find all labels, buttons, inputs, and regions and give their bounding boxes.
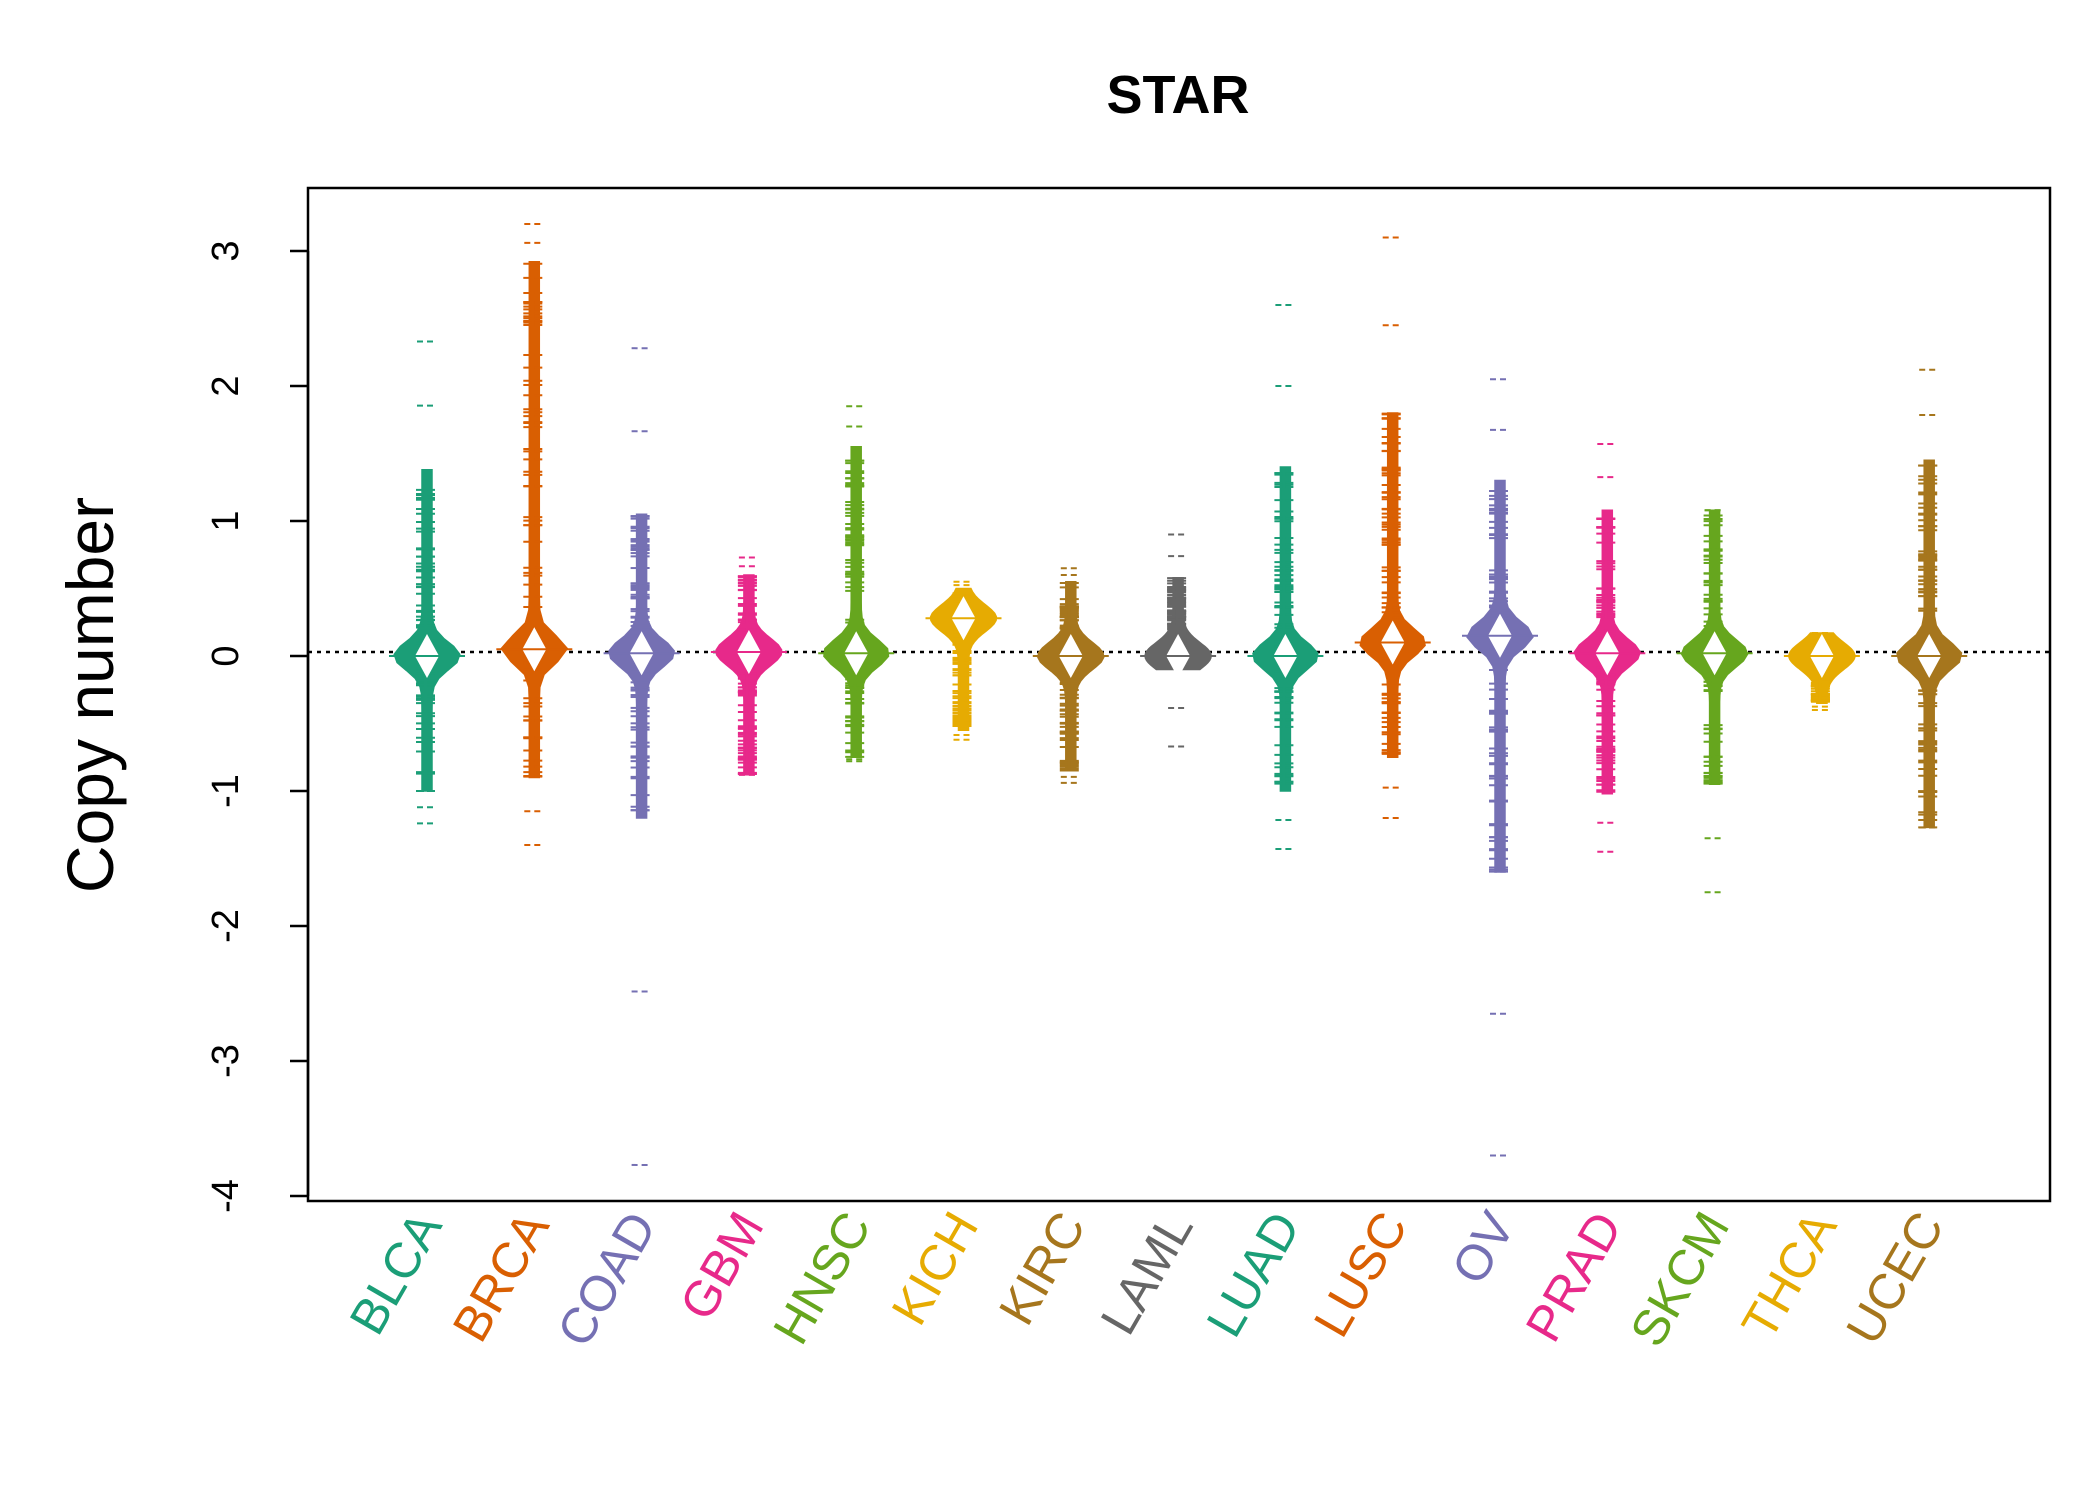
x-tick-label: THCA [1731,1202,1848,1348]
x-tick-label: PRAD [1515,1203,1633,1351]
x-tick-label: OV [1441,1202,1526,1293]
bean-density-ov [1466,479,1534,873]
bean-density-luad [1252,466,1319,792]
x-tick-label: BLCA [339,1202,453,1344]
x-tick-label: SKCM [1619,1203,1740,1356]
bean-kich [925,580,1002,741]
chart-title: STAR [1107,65,1250,125]
bean-lusc [1354,236,1431,819]
bean-ov [1462,378,1538,1157]
y-tick-label: -3 [205,1044,247,1078]
bean-gbm [710,556,787,776]
y-axis: -4 -3 -2 -1 0 1 2 3 [205,240,310,1213]
bean-laml [1140,533,1217,748]
x-tick-label: KICH [881,1203,989,1334]
bean-kirc [1032,567,1109,784]
y-tick-label: -1 [205,774,247,808]
bean-ucec [1891,368,1968,829]
bean-density-lusc [1359,412,1426,759]
x-tick-label: LUSC [1303,1203,1418,1347]
bean-density-hnsc [823,446,890,759]
plot-frame [306,186,2052,1203]
y-tick-label: 0 [205,645,247,666]
y-tick-label: -2 [205,909,247,943]
bean-hnsc [818,405,895,763]
x-tick-label: LUAD [1196,1203,1311,1347]
x-tick-label: LAML [1090,1203,1204,1344]
y-axis-title: Copy number [53,497,127,893]
y-tick-label: 2 [205,375,247,396]
x-tick-label: UCEC [1835,1203,1954,1354]
x-tick-label: COAD [546,1203,667,1356]
bean-brca [496,223,573,846]
x-tick-label: KIRC [988,1203,1096,1334]
y-tick-label: -4 [205,1179,247,1213]
x-tick-label: GBM [669,1203,774,1330]
bean-luad [1247,304,1324,851]
y-tick-label: 1 [205,510,247,531]
y-tick-label: 3 [205,240,247,261]
bean-prad [1569,443,1646,853]
x-tick-label: BRCA [442,1202,560,1351]
bean-blca [389,340,465,825]
x-tick-label: HNSC [762,1203,881,1354]
bean-thca [1783,632,1860,711]
beans-group [389,223,1968,1166]
bean-coad [603,347,680,1166]
bean-skcm [1676,509,1753,894]
